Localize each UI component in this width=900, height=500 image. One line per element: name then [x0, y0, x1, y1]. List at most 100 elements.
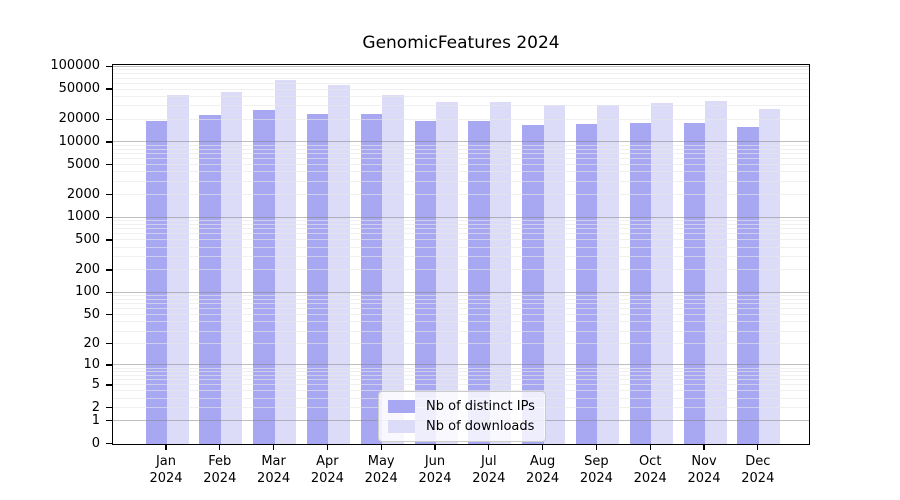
y-tick-mark — [106, 291, 112, 294]
gridline — [113, 158, 809, 160]
y-tick-mark — [106, 364, 112, 366]
y-tick-mark — [106, 406, 112, 409]
bar-downloads — [220, 92, 243, 444]
gridline — [113, 371, 809, 373]
bar-ips — [360, 114, 383, 444]
gridline — [113, 171, 809, 173]
gridline — [113, 220, 809, 222]
gridline — [113, 144, 809, 146]
bar-ips — [468, 121, 490, 444]
gridline — [113, 330, 809, 332]
chart-title: GenomicFeatures 2024 — [362, 33, 560, 53]
gridline — [113, 77, 809, 79]
legend-label: Nb of distinct IPs — [426, 399, 535, 414]
y-tick-label: 1 — [91, 412, 100, 428]
gridline — [113, 82, 809, 84]
bar-ips — [199, 115, 221, 444]
bar-ips — [683, 123, 705, 444]
y-tick-label: 20 — [83, 335, 100, 351]
x-tick-label: Sep 2024 — [579, 454, 613, 486]
y-tick-mark — [106, 239, 112, 241]
gridline — [113, 118, 809, 120]
bar-downloads — [382, 94, 404, 444]
y-tick-mark — [106, 269, 112, 271]
x-tick-mark — [703, 445, 705, 450]
y-tick-label: 10 — [83, 356, 100, 372]
x-tick-label: Feb 2024 — [203, 454, 237, 486]
x-tick-mark — [541, 445, 544, 450]
gridline — [113, 180, 809, 182]
gridline — [113, 148, 809, 150]
y-tick-label: 2 — [91, 399, 100, 415]
y-tick-mark — [106, 118, 112, 120]
x-tick-label: Dec 2024 — [741, 454, 775, 486]
gridline — [113, 216, 809, 218]
gridline — [113, 374, 809, 376]
gridline — [113, 343, 809, 345]
gridline — [113, 153, 809, 155]
bar-ips — [306, 113, 329, 444]
gridline — [113, 390, 809, 392]
y-tick-label: 5000 — [66, 156, 100, 172]
legend-swatch-icon — [388, 420, 415, 433]
plot-area: Nb of distinct IPs Nb of downloads — [112, 64, 810, 445]
x-tick-mark — [649, 445, 651, 450]
x-tick-label: Jun 2024 — [418, 454, 452, 486]
gridline — [113, 384, 809, 386]
gridline — [113, 233, 809, 235]
gridline — [113, 295, 809, 297]
x-tick-label: Mar 2024 — [257, 454, 291, 486]
gridline — [113, 269, 809, 271]
gridline — [113, 69, 809, 71]
legend-item: Nb of downloads — [388, 419, 535, 434]
y-tick-label: 1000 — [66, 209, 100, 225]
x-tick-mark — [272, 445, 275, 450]
y-tick-label: 2000 — [66, 186, 100, 202]
bar-ips — [145, 121, 167, 444]
bar-ips — [522, 125, 544, 444]
y-tick-mark — [106, 442, 112, 445]
legend-swatch-icon — [388, 400, 415, 413]
x-tick-mark — [488, 445, 490, 450]
x-tick-label: Aug 2024 — [526, 454, 560, 486]
bar-downloads — [436, 102, 458, 444]
y-tick-label: 100000 — [50, 58, 100, 74]
y-tick-mark — [106, 141, 112, 143]
gridline — [113, 379, 809, 381]
legend-item: Nb of distinct IPs — [388, 399, 535, 414]
y-tick-mark — [106, 65, 112, 68]
x-tick-label: Jan 2024 — [149, 454, 183, 486]
gridline — [113, 73, 809, 75]
bar-downloads — [274, 80, 297, 444]
legend: Nb of distinct IPs Nb of downloads — [378, 391, 546, 442]
y-tick-label: 50 — [83, 306, 100, 322]
bar-downloads — [543, 105, 566, 444]
gridline — [113, 88, 809, 90]
gridline — [113, 314, 809, 316]
gridline — [113, 164, 809, 166]
legend-label: Nb of downloads — [426, 419, 535, 434]
y-tick-label: 10000 — [58, 133, 100, 149]
bar-ips — [575, 124, 598, 444]
gridline — [113, 224, 809, 226]
bar-downloads — [758, 109, 781, 444]
y-tick-label: 200 — [75, 261, 100, 277]
x-tick-mark — [326, 445, 329, 450]
gridline — [113, 299, 809, 301]
gridline — [113, 65, 809, 67]
x-tick-mark — [165, 445, 167, 450]
y-tick-label: 500 — [75, 231, 100, 247]
y-tick-label: 50000 — [58, 81, 100, 97]
gridline — [113, 256, 809, 258]
bar-downloads — [705, 101, 727, 444]
y-tick-label: 100 — [75, 284, 100, 300]
bar-ips — [253, 109, 275, 444]
x-tick-mark — [757, 445, 759, 450]
gridline — [113, 303, 809, 305]
bar-ips — [737, 127, 759, 444]
x-tick-label: May 2024 — [364, 454, 398, 486]
bar-ips — [414, 121, 436, 444]
y-tick-mark — [106, 163, 112, 166]
y-tick-mark — [106, 314, 112, 316]
